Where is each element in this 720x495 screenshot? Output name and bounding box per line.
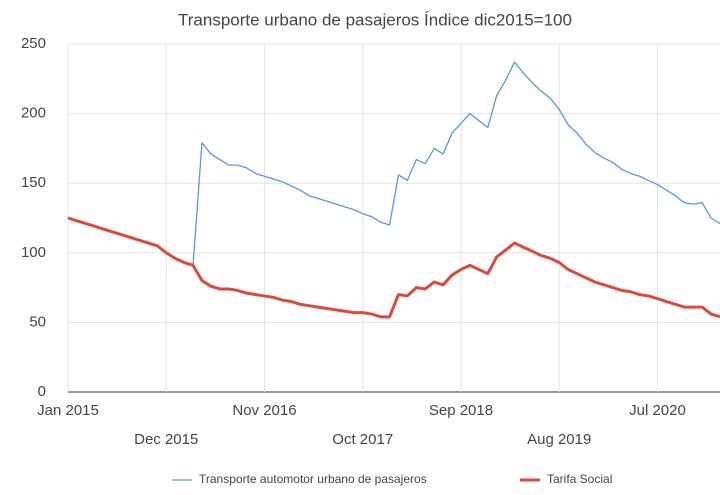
chart-title: Transporte urbano de pasajeros Índice di…: [178, 10, 572, 29]
x-tick-label: Jan 2015: [37, 402, 99, 419]
legend-label: Transporte automotor urbano de pasajeros: [199, 472, 427, 486]
x-tick-label: Oct 2017: [332, 431, 393, 448]
x-tick-label: Dec 2015: [134, 431, 198, 448]
x-tick-label: Jul 2020: [629, 402, 686, 419]
x-tick-label: Aug 2019: [527, 431, 591, 448]
y-tick-label: 100: [21, 244, 46, 261]
y-tick-label: 250: [21, 35, 46, 52]
y-tick-label: 50: [29, 313, 46, 330]
y-tick-label: 150: [21, 174, 46, 191]
y-tick-label: 200: [21, 105, 46, 122]
series-line: [192, 61, 720, 266]
x-tick-label: Sep 2018: [429, 402, 493, 419]
x-tick-label: Nov 2016: [232, 402, 296, 419]
series-line: [67, 216, 720, 319]
y-tick-label: 0: [38, 383, 46, 400]
legend-label: Tarifa Social: [547, 472, 612, 486]
